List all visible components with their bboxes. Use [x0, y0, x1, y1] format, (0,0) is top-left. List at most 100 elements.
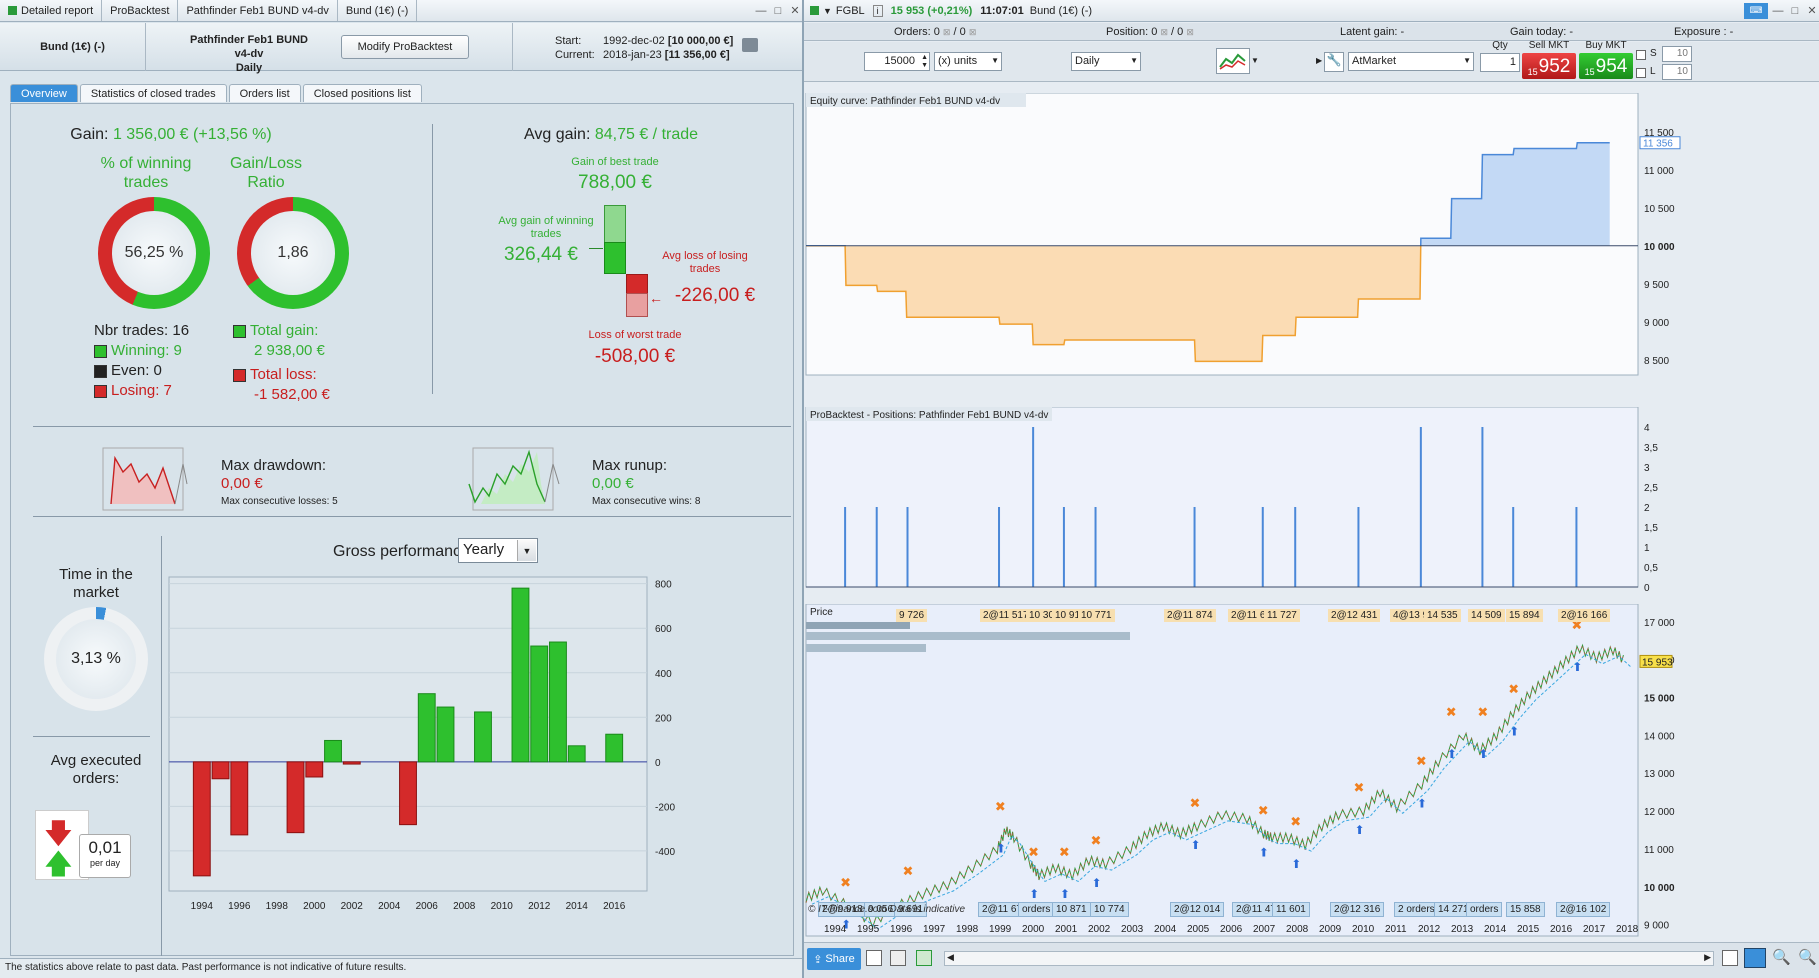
equity-loss-area	[845, 245, 1421, 362]
order-type-select[interactable]: AtMarket ▼	[1348, 52, 1474, 71]
gross-perf-bar	[324, 739, 342, 763]
drawdown-value: 0,00 €	[221, 475, 263, 492]
horizontal-scrollbar[interactable]: ◀ ▶	[944, 951, 1714, 966]
y-tick-label: 600	[655, 624, 672, 635]
title-tab-detailed-report[interactable]: Detailed report	[0, 0, 103, 21]
start-label: Start:	[555, 35, 582, 47]
start-value: [10 000,00 €]	[667, 35, 734, 47]
x-tick-label: 2006	[1220, 924, 1243, 935]
last-value: 11 356	[1643, 139, 1673, 150]
wrench-icon[interactable]: 🔧	[1324, 52, 1344, 72]
equity-line-loss	[806, 245, 1422, 363]
runup-thumbnail	[468, 447, 560, 511]
avg-orders-unit: per day	[89, 858, 121, 868]
keyboard-icon[interactable]: ⌨	[1744, 2, 1768, 19]
gross-perf-label: Gross performance	[333, 543, 470, 560]
price-chip: 9 056	[864, 902, 898, 917]
title-tab-instrument[interactable]: Bund (1€) (-)	[338, 0, 418, 21]
header-divider	[512, 23, 513, 71]
symbol-dropdown-icon[interactable]: ▼	[823, 5, 832, 16]
limit-checkbox[interactable]	[1636, 68, 1646, 78]
stepper-icon[interactable]: ▲ ▼	[921, 54, 928, 69]
share-button[interactable]: ⇪ Share	[807, 948, 861, 970]
chevron-down-icon[interactable]: ▼	[1463, 56, 1471, 65]
exit-marker-icon: ✖	[995, 800, 1006, 815]
x-tick-label: 1996	[228, 901, 251, 912]
left-titlebar: Detailed report ProBacktest Pathfinder F…	[0, 0, 802, 22]
limit-input[interactable]: 10	[1662, 64, 1692, 80]
x-tick-label: 2000	[1022, 924, 1045, 935]
chevron-down-icon[interactable]: ▼	[1251, 56, 1259, 65]
info-icon[interactable]: i	[872, 4, 883, 17]
close-icon[interactable]: ✕	[1807, 5, 1817, 17]
winning-count: Winning: 9	[111, 342, 182, 359]
y-tick-label: 10 500	[1644, 204, 1675, 215]
equity-pane-title: Equity curve: Pathfinder Feb1 BUND v4-dv	[810, 96, 1000, 107]
vertical-divider	[161, 536, 162, 956]
symbol[interactable]: FGBL	[835, 4, 865, 17]
draw-icon[interactable]	[1722, 950, 1738, 966]
maximize-icon[interactable]: □	[774, 4, 782, 17]
minimize-icon[interactable]: —	[1772, 4, 1784, 17]
maximize-icon[interactable]: □	[1791, 4, 1799, 17]
units-input[interactable]: 15000 ▲ ▼	[864, 52, 930, 71]
chevron-down-icon[interactable]: ▼	[517, 540, 536, 561]
zoom-in-icon[interactable]: 🔍	[1798, 949, 1817, 966]
y-tick-label: 0	[1644, 583, 1650, 594]
tab-orders-list[interactable]: Orders list	[228, 84, 301, 102]
x-tick-label: 2016	[1550, 924, 1573, 935]
chevron-down-icon[interactable]: ▼	[1130, 56, 1138, 65]
scroll-left-icon[interactable]: ◀	[947, 952, 954, 962]
losing-count: Losing: 7	[111, 382, 172, 399]
buy-big: 954	[1595, 56, 1628, 77]
entry-arrow-icon: ⬆	[1572, 660, 1582, 674]
gross-perf-select-value: Yearly	[463, 541, 505, 558]
header-system: Pathfinder Feb1 BUND v4-dv Daily	[186, 33, 312, 75]
title-tab-system[interactable]: Pathfinder Feb1 BUND v4-dv	[178, 0, 338, 21]
minimize-icon[interactable]: —	[755, 4, 767, 17]
y-tick-label: 0	[655, 758, 661, 769]
stop-checkbox[interactable]	[1636, 50, 1646, 60]
tab-statistics[interactable]: Statistics of closed trades	[79, 84, 227, 102]
units-select[interactable]: (x) units ▼	[934, 52, 1002, 71]
gain-value: 1 356,00 € (+13,56 %)	[112, 126, 272, 143]
exit-marker-icon: ✖	[1508, 683, 1519, 698]
price-chip: 2@12 014	[1170, 902, 1225, 917]
units-select-value: (x) units	[938, 55, 978, 67]
close-icon[interactable]: ✕	[790, 5, 800, 17]
chevron-right-icon[interactable]: ▶	[1316, 56, 1323, 65]
ratio-donut-value: 1,86	[251, 211, 335, 295]
object-list-icon[interactable]	[890, 950, 906, 966]
scroll-right-icon[interactable]: ▶	[1704, 952, 1711, 962]
table-icon[interactable]	[916, 950, 932, 966]
gross-perf-select[interactable]: Yearly ▼	[458, 538, 538, 563]
tab-closed-positions[interactable]: Closed positions list	[302, 84, 422, 102]
stop-input[interactable]: 10	[1662, 46, 1692, 62]
timeframe-select-value: Daily	[1075, 55, 1100, 67]
qty-input[interactable]: 1	[1480, 53, 1520, 72]
zoom-out-icon[interactable]: 🔍	[1772, 949, 1791, 966]
print-icon[interactable]	[742, 38, 758, 52]
tab-overview[interactable]: Overview	[10, 84, 78, 102]
avg-loss-bar	[626, 274, 648, 294]
header-instrument: Bund (1€) (-)	[0, 23, 146, 71]
timeframe-select[interactable]: Daily ▼	[1071, 52, 1141, 71]
title-tab-probacktest[interactable]: ProBacktest	[102, 0, 179, 21]
add-indicator-icon[interactable]	[866, 950, 882, 966]
best-trade-bar	[604, 205, 626, 243]
gross-perf-bar	[211, 761, 230, 780]
price-chip: orders	[1466, 902, 1503, 917]
modify-probacktest-button[interactable]: Modify ProBacktest	[341, 35, 469, 59]
header-dates: Start: 1992-dec-02 [10 000,00 €] Current:…	[555, 34, 733, 62]
zoom-box-icon[interactable]	[1744, 948, 1766, 968]
worst-trade-label: Loss of worst trade	[588, 329, 682, 341]
sell-market-button[interactable]: 15 952	[1522, 53, 1576, 79]
chart-style-icon[interactable]	[1216, 48, 1250, 74]
position2-text: / 0	[1171, 26, 1184, 38]
buy-market-button[interactable]: 15 954	[1579, 53, 1633, 79]
orders-status: Orders: 0 ⊠ / 0 ⊠	[894, 26, 977, 38]
chevron-down-icon[interactable]: ▼	[991, 56, 999, 65]
price-info-bar	[806, 622, 910, 629]
system-timeframe: Daily	[235, 62, 263, 74]
